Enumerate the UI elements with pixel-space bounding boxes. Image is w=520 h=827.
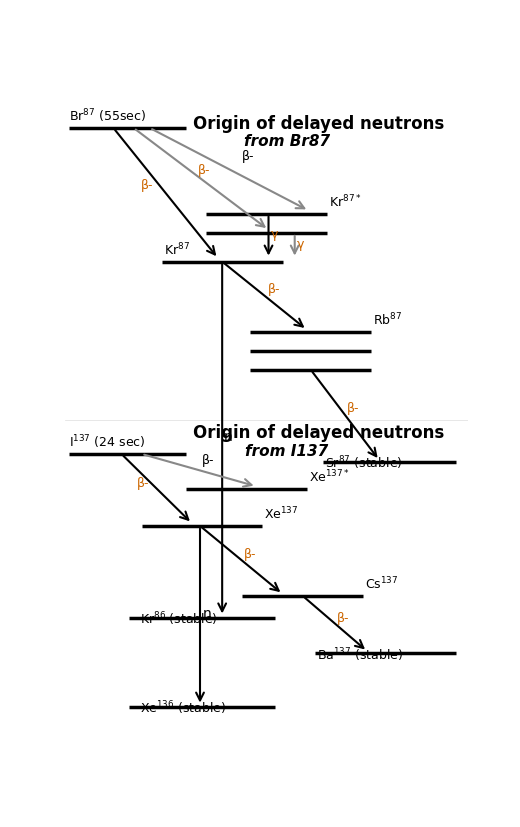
Text: Br$^{87}$ (55sec): Br$^{87}$ (55sec) xyxy=(69,108,146,125)
Text: Origin of delayed neutrons: Origin of delayed neutrons xyxy=(193,115,445,133)
Text: β-: β- xyxy=(347,402,359,414)
Text: from Br87: from Br87 xyxy=(243,134,330,149)
Text: β-: β- xyxy=(242,150,255,163)
Text: Xe$^{137*}$: Xe$^{137*}$ xyxy=(309,469,350,485)
Text: Kr$^{87*}$: Kr$^{87*}$ xyxy=(329,194,361,211)
Text: β-: β- xyxy=(337,612,349,624)
Text: Xe$^{136}$ (stable): Xe$^{136}$ (stable) xyxy=(139,700,226,717)
Text: Cs$^{137}$: Cs$^{137}$ xyxy=(365,576,399,593)
Text: Kr$^{87}$: Kr$^{87}$ xyxy=(164,241,190,258)
Text: β-: β- xyxy=(268,283,281,295)
Text: Rb$^{87}$: Rb$^{87}$ xyxy=(373,312,402,328)
Text: β-: β- xyxy=(202,455,214,467)
Text: β-: β- xyxy=(141,179,154,192)
Text: Ba$^{137}$ (stable): Ba$^{137}$ (stable) xyxy=(317,647,403,664)
Text: n: n xyxy=(202,607,211,621)
Text: Xe$^{137}$: Xe$^{137}$ xyxy=(265,506,299,523)
Text: Kr$^{86}$ (stable): Kr$^{86}$ (stable) xyxy=(139,610,217,628)
Text: Sr$^{87}$ (stable): Sr$^{87}$ (stable) xyxy=(325,454,402,471)
Text: Origin of delayed neutrons: Origin of delayed neutrons xyxy=(193,424,445,442)
Text: β-: β- xyxy=(137,476,150,490)
Text: β-: β- xyxy=(198,164,210,177)
Text: γ: γ xyxy=(297,238,305,251)
Text: from I137: from I137 xyxy=(245,444,328,459)
Text: γ: γ xyxy=(271,228,278,241)
Text: n: n xyxy=(224,430,232,444)
Text: β-: β- xyxy=(244,548,257,561)
Text: I$^{137}$ (24 sec): I$^{137}$ (24 sec) xyxy=(69,433,146,451)
